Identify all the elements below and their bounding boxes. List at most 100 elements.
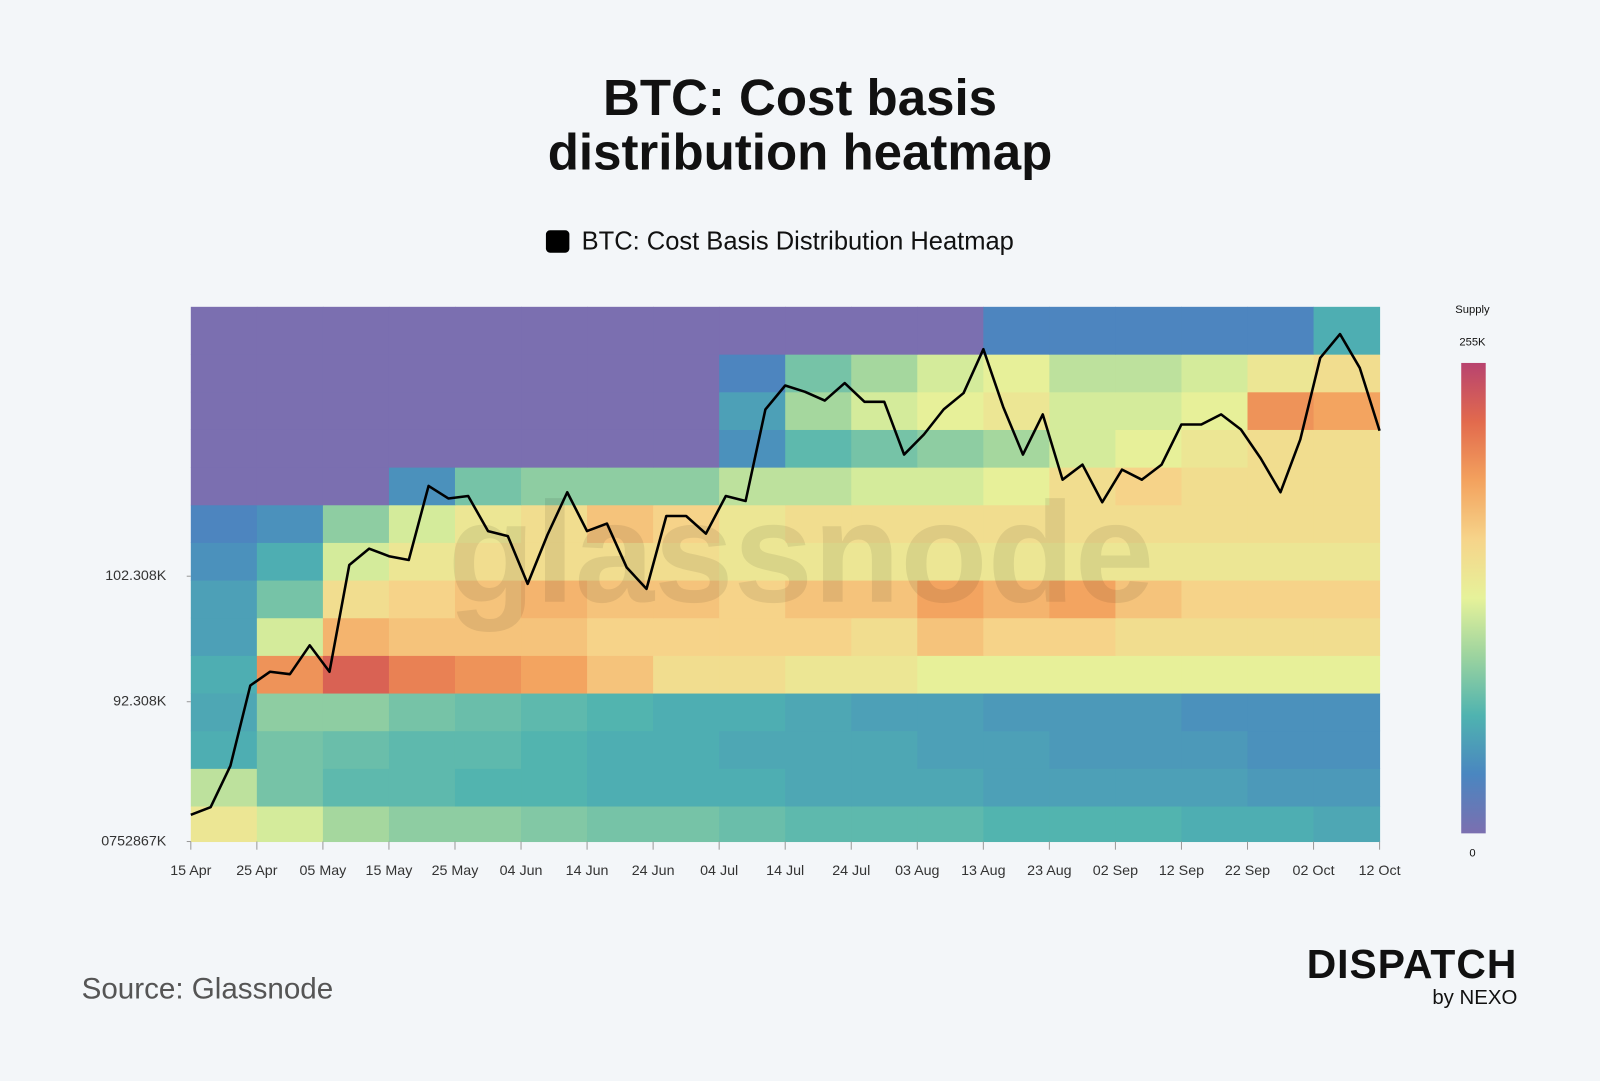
- heatmap-cell: [454, 306, 522, 355]
- heatmap-cell: [1181, 655, 1249, 694]
- heatmap-cell: [388, 617, 456, 656]
- heatmap-cell: [1049, 391, 1116, 430]
- heatmap-cell: [1115, 542, 1182, 581]
- heatmap-cell: [256, 429, 324, 468]
- heatmap-cell: [1115, 429, 1182, 468]
- brand: DISPATCH: [1307, 941, 1518, 987]
- heatmap-cell: [1181, 580, 1249, 619]
- heatmap-cell: [983, 617, 1050, 656]
- heatmap-cell: [521, 655, 588, 694]
- heatmap-cell: [1049, 504, 1116, 543]
- heatmap-cell: [587, 391, 654, 430]
- x-tick-label: 14 Jul: [766, 863, 804, 879]
- colorbar-tick-label: 0: [1469, 848, 1475, 860]
- heatmap-cell: [653, 730, 720, 769]
- x-tick-label: 15 May: [366, 863, 414, 879]
- heatmap-cell: [1049, 580, 1116, 619]
- heatmap-cell: [1049, 306, 1116, 355]
- heatmap-cell: [454, 768, 522, 807]
- heatmap-cell: [454, 730, 522, 769]
- heatmap-cell: [785, 429, 852, 468]
- heatmap-cell: [256, 467, 324, 506]
- heatmap-cell: [1181, 467, 1249, 506]
- heatmap-cell: [388, 429, 456, 468]
- heatmap-cell: [1181, 429, 1249, 468]
- heatmap-cell: [1115, 617, 1182, 656]
- heatmap-cell: [521, 429, 588, 468]
- heatmap-cell: [388, 580, 456, 619]
- heatmap-cell: [785, 768, 852, 807]
- heatmap-cell: [1115, 655, 1182, 694]
- x-tick-label: 14 Jun: [566, 863, 609, 879]
- heatmap-cell: [785, 617, 852, 656]
- x-tick-label: 13 Aug: [961, 863, 1005, 879]
- heatmap-cell: [1049, 655, 1116, 694]
- heatmap-cell: [653, 391, 720, 430]
- heatmap-cell: [454, 580, 522, 619]
- heatmap-cell: [719, 730, 786, 769]
- heatmap-cell: [785, 655, 852, 694]
- heatmap-cell: [521, 730, 588, 769]
- heatmap-cell: [653, 655, 720, 694]
- x-tick-label: 04 Jul: [700, 863, 738, 879]
- heatmap-cell: [983, 768, 1050, 807]
- heatmap-cell: [190, 768, 258, 807]
- heatmap-cell: [1313, 429, 1381, 468]
- colorbar-tick-label: 255K: [1459, 337, 1486, 349]
- heatmap-cell: [719, 580, 786, 619]
- heatmap-cell: [1313, 730, 1381, 769]
- heatmap-cell: [322, 391, 390, 430]
- heatmap-cell: [388, 768, 456, 807]
- heatmap-cell: [1313, 768, 1381, 807]
- heatmap-cell: [256, 730, 324, 769]
- heatmap-cell: [322, 467, 390, 506]
- heatmap-cell: [917, 693, 984, 732]
- heatmap-cell: [587, 429, 654, 468]
- heatmap-cell: [388, 391, 456, 430]
- heatmap-cell: [190, 655, 258, 694]
- heatmap-cell: [653, 354, 720, 393]
- heatmap-cell: [256, 391, 324, 430]
- heatmap-cell: [388, 542, 456, 581]
- heatmap-cell: [1115, 768, 1182, 807]
- heatmap-cell: [653, 429, 720, 468]
- heatmap-cell: [256, 354, 324, 393]
- heatmap-cell: [388, 306, 456, 355]
- heatmap-cell: [1181, 730, 1249, 769]
- heatmap-cell: [917, 730, 984, 769]
- heatmap-cell: [1049, 617, 1116, 656]
- heatmap-cell: [1181, 542, 1249, 581]
- x-tick-label: 24 Jun: [632, 863, 675, 879]
- heatmap-cell: [917, 504, 984, 543]
- heatmap-cell: [322, 655, 390, 694]
- heatmap-cell: [190, 805, 258, 843]
- heatmap-cell: [785, 467, 852, 506]
- x-tick-label: 03 Aug: [895, 863, 939, 879]
- heatmap-cell: [190, 306, 258, 355]
- heatmap-cell: [454, 504, 522, 543]
- heatmap-cell: [983, 805, 1050, 843]
- x-tick-label: 05 May: [300, 863, 348, 879]
- heatmap-cell: [917, 805, 984, 843]
- heatmap-cell: [983, 730, 1050, 769]
- heatmap-cell: [917, 391, 984, 430]
- heatmap-cell: [719, 354, 786, 393]
- heatmap-cell: [785, 730, 852, 769]
- heatmap-cell: [719, 429, 786, 468]
- heatmap-cell: [1313, 354, 1381, 393]
- heatmap-cell: [653, 617, 720, 656]
- heatmap-cell: [454, 542, 522, 581]
- heatmap-cell: [851, 306, 918, 355]
- heatmap-cell: [719, 504, 786, 543]
- heatmap-cell: [851, 655, 918, 694]
- heatmap-cell: [1115, 580, 1182, 619]
- heatmap-cell: [1049, 730, 1116, 769]
- heatmap-cell: [322, 693, 390, 732]
- x-tick-label: 15 Apr: [170, 863, 211, 879]
- heatmap-cell: [521, 580, 588, 619]
- heatmap-cell: [388, 354, 456, 393]
- y-tick-label: 102.308K: [105, 568, 167, 584]
- heatmap-cell: [917, 467, 984, 506]
- heatmap-cell: [1181, 768, 1249, 807]
- heatmap-cell: [587, 805, 654, 843]
